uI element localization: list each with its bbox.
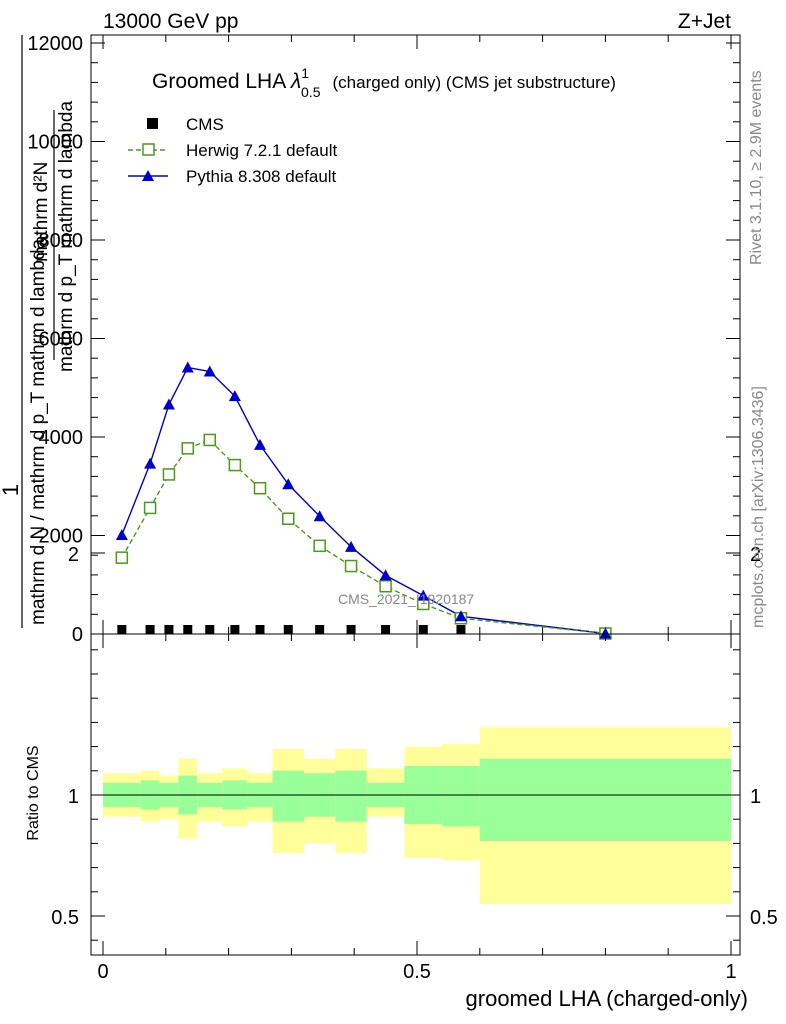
ylabel-deriv-bottom: mathrm d p_T mathrm d lambda [56, 101, 77, 372]
plot-title-lambda: λ [290, 70, 301, 93]
main-y-axis-label: 1 mathrm d N / mathrm d p_T mathrm d lam… [0, 35, 77, 628]
legend-cms-marker [147, 118, 158, 129]
herwig-point [379, 579, 392, 593]
ratio-y-tick-label: 2 [68, 544, 79, 566]
pythia-point [162, 398, 175, 410]
cms-point [205, 625, 215, 634]
cms-point [346, 625, 356, 634]
cms-point [230, 625, 240, 634]
cms-point [145, 625, 155, 634]
herwig-point [143, 501, 157, 515]
pythia-point [282, 478, 295, 490]
x-tick-label: 1 [725, 961, 736, 983]
x-tick-label: 0.5 [403, 961, 431, 983]
pythia-point [313, 510, 326, 522]
herwig-point [344, 559, 358, 573]
ratio-inner-band [479, 758, 731, 841]
legend-herwig-marker [142, 143, 155, 156]
analysis-watermark: CMS_2021_I1920187 [338, 591, 474, 607]
pythia-point [181, 361, 194, 373]
cms-point [456, 625, 466, 634]
pythia-point [454, 610, 467, 622]
header-energy-label: 13000 GeV pp [103, 10, 238, 33]
pythia-point [417, 589, 430, 601]
herwig-point [115, 551, 129, 564]
ylabel-fraction-top: 1 [0, 484, 23, 496]
ylabel-fraction-bottom: mathrm d N / mathrm d p_T mathrm d lambd… [28, 238, 49, 625]
main-y-tick-label: 0 [72, 624, 83, 646]
mcplots-credit-label: mcplots.cern.ch [arXiv:1306.3436] [750, 386, 767, 628]
pythia-point [228, 390, 241, 402]
legend-pythia-label: Pythia 8.308 default [186, 167, 337, 186]
ratio-inner-band [442, 765, 480, 827]
main-panel-ticks: 0 2000 4000 6000 8000 10000 12000 [27, 33, 740, 646]
herwig-point [313, 539, 326, 553]
ratio-y-tick-label-right: 0.5 [750, 907, 778, 929]
main-y-tick-label: 12000 [27, 33, 83, 55]
legend-herwig-label: Herwig 7.2.1 default [186, 141, 337, 160]
herwig-point [228, 458, 242, 472]
legend-cms-label: CMS [186, 115, 224, 134]
ratio-y-tick-label: 0.5 [51, 907, 79, 929]
pythia-point [203, 365, 216, 377]
ratio-inner-band [272, 770, 304, 822]
ratio-y-tick-label-right: 2 [750, 544, 761, 566]
herwig-point [181, 442, 195, 455]
main-y-tick-label: 4000 [39, 427, 84, 449]
herwig-series-line [121, 439, 606, 635]
cms-point [183, 625, 193, 634]
rivet-version-label: Rivet 3.1.10, ≥ 2.9M events [748, 70, 765, 265]
main-y-tick-label: 2000 [39, 526, 84, 548]
cms-point [164, 625, 174, 634]
main-panel-series [115, 361, 612, 640]
pythia-point [345, 540, 358, 552]
plot-title-sup: 1 [301, 65, 309, 81]
pythia-series-line [121, 366, 606, 635]
pythia-point [254, 438, 266, 450]
ratio-y-tick-label-right: 1 [750, 786, 761, 808]
plot-title-suffix: (charged only) (CMS jet substructure) [333, 73, 616, 92]
cms-point [418, 625, 428, 634]
plot-title: Groomed LHA λ1 0.5 (charged only) (CMS jet… [152, 65, 616, 100]
cms-point [283, 625, 293, 634]
plot-title-main: Groomed LHA [152, 70, 291, 93]
ratio-y-tick-label: 1 [68, 786, 79, 808]
plot-title-sub: 0.5 [301, 84, 321, 100]
ratio-uncertainty-bands [91, 727, 740, 904]
cms-point [381, 625, 391, 634]
x-axis-label: groomed LHA (charged-only) [466, 986, 748, 1011]
pythia-point [144, 457, 157, 469]
pythia-point [599, 627, 612, 639]
herwig-point [282, 512, 295, 526]
ylabel-deriv-top: mathrm d²N [31, 162, 52, 262]
main-y-tick-label: 8000 [39, 230, 84, 252]
main-y-tick-label: 10000 [27, 132, 83, 154]
ratio-panel-ticks: 0.5 0.5 1 1 2 2 0 0.5 1 [51, 544, 778, 983]
pythia-point [115, 529, 128, 541]
herwig-point [203, 433, 217, 447]
legend-pythia-marker [142, 170, 154, 181]
main-y-tick-label: 6000 [39, 329, 84, 351]
header-process-label: Z+Jet [678, 10, 731, 33]
ratio-inner-band [335, 770, 367, 822]
pythia-point [379, 569, 392, 581]
legend: CMS Herwig 7.2.1 default Pythia 8.308 de… [128, 115, 337, 186]
ratio-panel-frame [90, 633, 741, 956]
x-tick-label: 0 [97, 961, 108, 983]
ratio-y-axis-label: Ratio to CMS [25, 745, 42, 840]
cms-point [117, 625, 127, 634]
herwig-point [162, 468, 176, 481]
cms-point [255, 625, 265, 634]
cms-point [315, 625, 325, 634]
herwig-point [253, 481, 267, 495]
